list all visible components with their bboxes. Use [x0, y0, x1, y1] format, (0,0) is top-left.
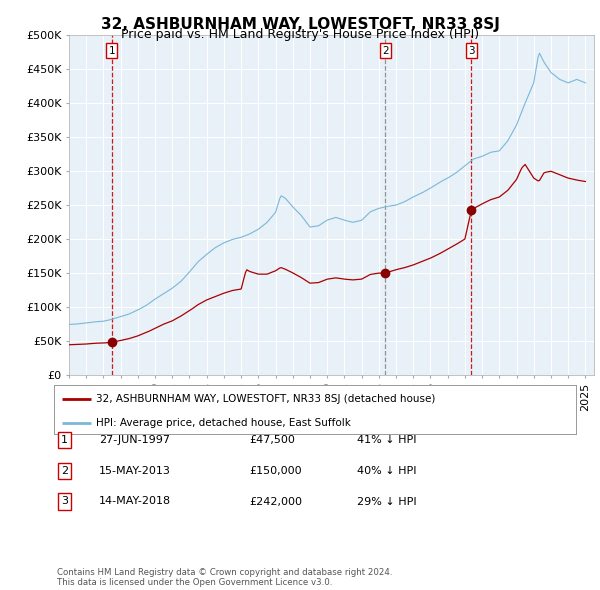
Text: 15-MAY-2013: 15-MAY-2013	[99, 466, 171, 476]
Text: 41% ↓ HPI: 41% ↓ HPI	[357, 435, 416, 445]
Text: 1: 1	[109, 45, 115, 55]
Text: 2: 2	[382, 45, 389, 55]
Text: 32, ASHBURNHAM WAY, LOWESTOFT, NR33 8SJ (detached house): 32, ASHBURNHAM WAY, LOWESTOFT, NR33 8SJ …	[96, 394, 435, 404]
Text: 2: 2	[61, 466, 68, 476]
Text: 32, ASHBURNHAM WAY, LOWESTOFT, NR33 8SJ: 32, ASHBURNHAM WAY, LOWESTOFT, NR33 8SJ	[101, 17, 499, 31]
Text: 1: 1	[61, 435, 68, 445]
Text: Contains HM Land Registry data © Crown copyright and database right 2024.
This d: Contains HM Land Registry data © Crown c…	[57, 568, 392, 587]
Text: 40% ↓ HPI: 40% ↓ HPI	[357, 466, 416, 476]
Text: £150,000: £150,000	[249, 466, 302, 476]
Text: 14-MAY-2018: 14-MAY-2018	[99, 497, 171, 506]
Text: 27-JUN-1997: 27-JUN-1997	[99, 435, 170, 445]
Text: Price paid vs. HM Land Registry's House Price Index (HPI): Price paid vs. HM Land Registry's House …	[121, 28, 479, 41]
Text: 3: 3	[468, 45, 475, 55]
Text: £242,000: £242,000	[249, 497, 302, 506]
Text: 29% ↓ HPI: 29% ↓ HPI	[357, 497, 416, 506]
Text: HPI: Average price, detached house, East Suffolk: HPI: Average price, detached house, East…	[96, 418, 350, 428]
Text: 3: 3	[61, 497, 68, 506]
Text: £47,500: £47,500	[249, 435, 295, 445]
